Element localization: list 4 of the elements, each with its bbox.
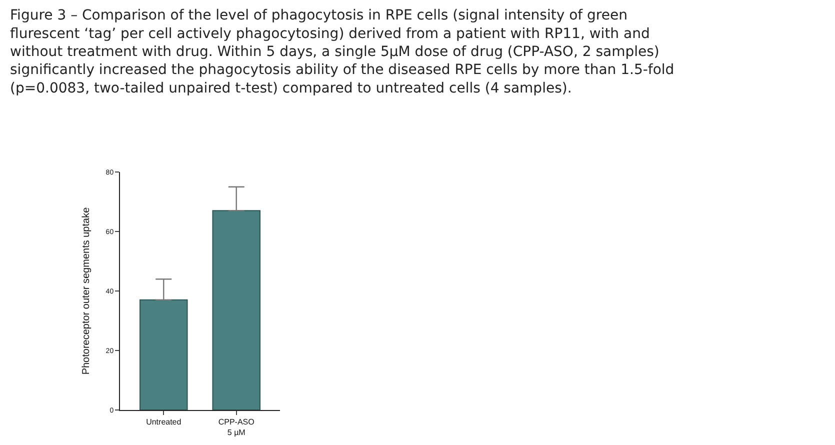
y-axis-title: Photoreceptor outer segments uptake bbox=[80, 206, 92, 375]
x-tick-label: CPP-ASO 5 µM bbox=[218, 418, 254, 437]
x-tick-label: Untreated bbox=[146, 418, 182, 427]
text: Figure 3 – Comparison of the level of phagocytosis in RPE cells (signal intensity of green flurescent ‘tag’ per cell actively phagocytosing) derived from a patient with RP11, with and without treatment with drug. Within 5 days, a single 5μM dose of drug (CPP-ASO, 2 samples) significantly increased the phagocytosis ability of the diseased RPE cells by more than 1.5-fold (p=0.0083, two-tailed unpaired t-test) compared to untreated cells (4 samples). bbox=[10, 8, 674, 96]
